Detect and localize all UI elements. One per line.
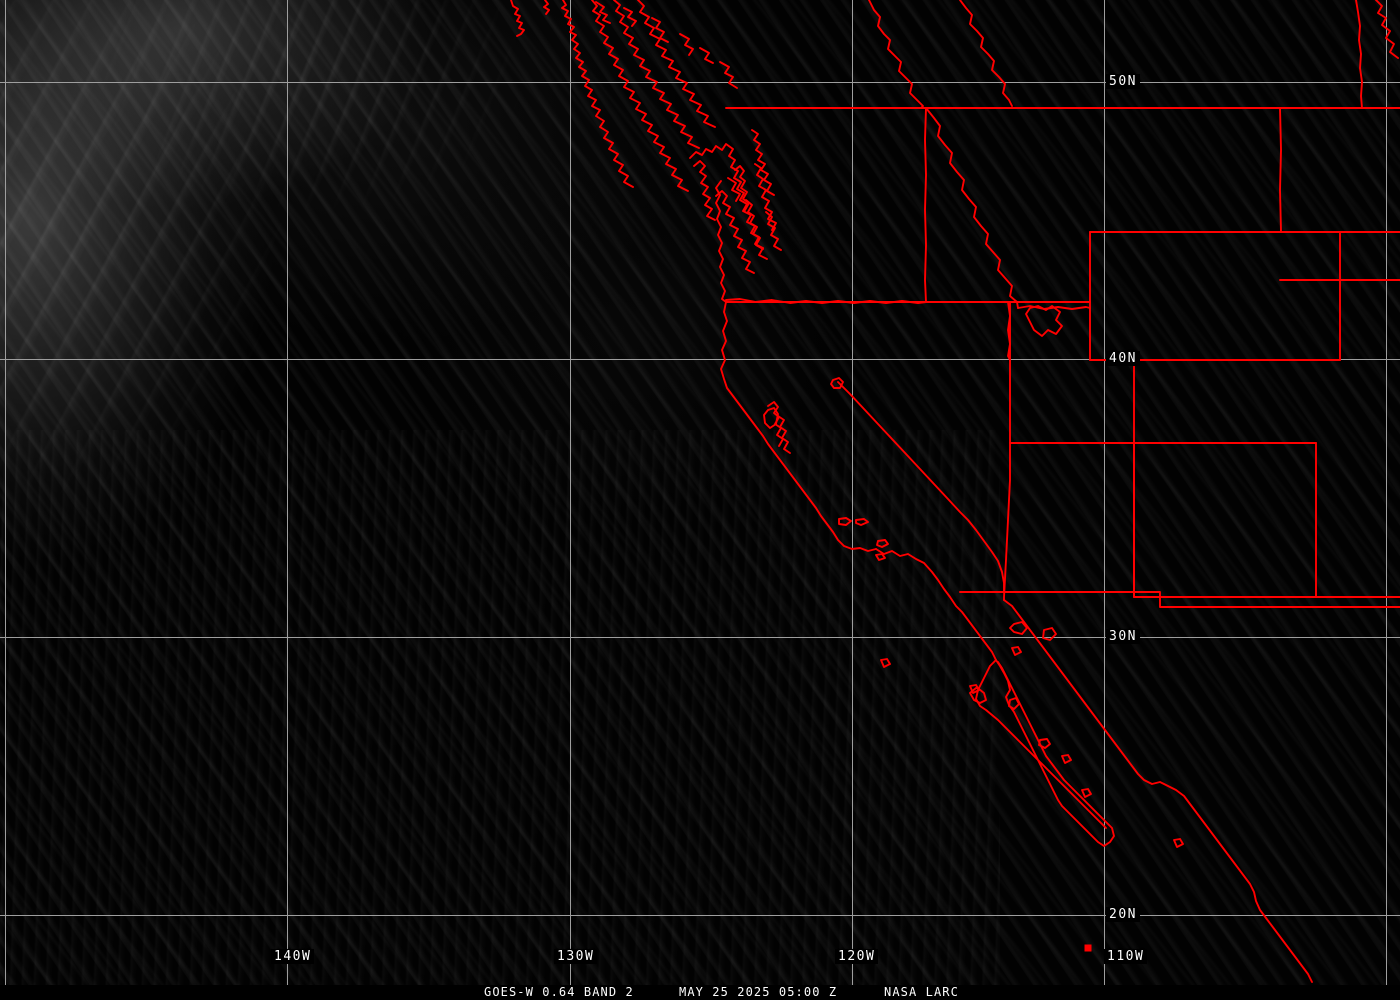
island-santa-rosa	[856, 519, 868, 525]
coastline-hudson-bay-approach	[1376, 0, 1398, 58]
gridline-lon-100w	[1386, 0, 1387, 985]
coastline-washington-outer	[716, 181, 726, 302]
coastline-puget-sound-west	[735, 166, 749, 210]
gridline-lon-110w	[1104, 0, 1105, 985]
coastline-strait-georgia-east	[716, 191, 754, 273]
border-california-nevada-diagonal	[838, 382, 1004, 592]
island-gulf-small-b	[1062, 755, 1071, 763]
lake-tahoe	[764, 408, 778, 428]
coastline-island-haida-a	[596, 2, 610, 23]
caption-source-label: NASA LARC	[884, 985, 959, 999]
coastline-puget-sound-east	[755, 164, 776, 230]
border-oregon-idaho	[1008, 302, 1010, 360]
coastline-bc-islet-b	[544, 0, 549, 14]
bay-bahia-sebastian	[970, 688, 986, 703]
island-mexico-coast-small	[1174, 839, 1183, 847]
gridline-lat-20n	[0, 915, 1400, 916]
island-angel-de-la-guarda	[1010, 622, 1027, 634]
border-canada-manitoba	[1356, 0, 1362, 108]
coastline-southern-california	[876, 549, 996, 660]
coastline-island-north-vancouver	[720, 62, 737, 88]
cloud-banding-streaks	[0, 0, 480, 540]
coastline-bc-inner-passage	[614, 0, 699, 148]
coastline-island-haida-d	[680, 34, 693, 55]
border-us-mexico-southwest	[960, 592, 1400, 607]
gridline-lon-130w	[570, 0, 571, 985]
ocean-banding-noise	[0, 430, 1000, 985]
coastline-strait-georgia-west	[694, 161, 715, 220]
border-washington-oregon	[726, 299, 926, 303]
border-washington-idaho	[925, 108, 926, 302]
coastline-strait-juan-de-fuca	[728, 178, 740, 201]
coastline-vancouver-island-south	[690, 144, 767, 259]
border-alberta-saskatchewan	[960, 0, 1012, 106]
coastline-hood-canal	[746, 200, 763, 249]
island-tiburon	[1043, 628, 1056, 640]
coastline-island-haida-b	[624, 8, 636, 26]
island-santa-catalina	[877, 540, 888, 547]
coastline-gulf-islands	[752, 130, 774, 195]
border-bc-alberta	[869, 0, 923, 108]
island-san-jose	[1009, 698, 1019, 709]
coastline-whidbey-island	[766, 212, 781, 250]
border-idaho-montana	[926, 108, 1018, 308]
coastline-san-francisco-bay-west	[768, 402, 783, 446]
gridline-lat-50n	[0, 82, 1400, 83]
island-santa-cruz	[839, 518, 851, 525]
lake-great-salt	[1026, 306, 1062, 336]
island-gulf-small-c	[1082, 789, 1091, 797]
coastline-island-haida-c	[652, 18, 668, 42]
coastline-oregon-california	[721, 302, 876, 551]
gridline-lat-30n	[0, 637, 1400, 638]
coastline-bc-inner-channel	[592, 0, 688, 191]
coastline-mexico-mainland	[1004, 600, 1312, 982]
coastline-vancouver-island-west	[562, 0, 633, 187]
border-montana-dakota	[1280, 108, 1281, 232]
border-idaho-montana-south	[1018, 306, 1090, 309]
gridline-lon-140w	[287, 0, 288, 985]
island-revillagigedo	[1084, 944, 1092, 952]
coastline-baja-california	[996, 660, 1114, 846]
island-san-clemente	[876, 554, 885, 560]
island-baja-pacific-small	[1012, 647, 1021, 655]
coastline-island-queen-charlotte	[700, 48, 713, 63]
border-nevada-arizona-east	[1004, 443, 1010, 600]
island-gulf-small-a	[1039, 739, 1050, 748]
gridline-lat-40n	[0, 359, 1400, 360]
coastline-bc-mainland-fjords	[638, 0, 715, 127]
caption-datetime-label: MAY 25 2025 05:00 Z	[679, 985, 838, 999]
lake-border-marker-north	[831, 378, 843, 388]
island-guadalupe	[881, 659, 890, 667]
caption-product-label: GOES-W 0.64 BAND 2	[484, 985, 634, 999]
gridline-lon-120w	[852, 0, 853, 985]
cloud-field-northwest	[0, 0, 560, 560]
coastline-san-francisco-bay-east	[778, 416, 790, 453]
gridline-lon-150w	[5, 0, 6, 985]
coastline-baja-gulf-side	[976, 660, 1106, 828]
image-caption-bar: GOES-W 0.64 BAND 2 MAY 25 2025 05:00 Z N…	[0, 985, 1400, 1000]
coastline-bc-islet-a	[511, 0, 524, 36]
island-cedros	[970, 685, 979, 693]
cloud-band-north	[60, 0, 580, 220]
cloud-haze-layer	[0, 0, 900, 700]
